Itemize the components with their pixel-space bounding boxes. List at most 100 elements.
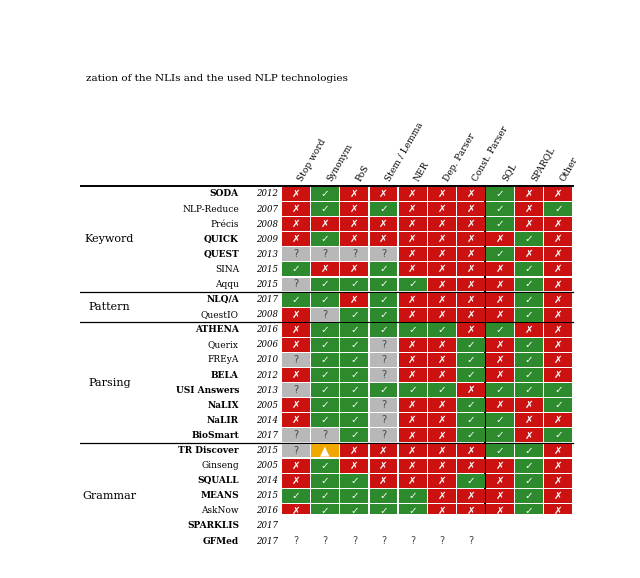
Text: ✗: ✗ bbox=[495, 355, 504, 365]
Text: ✓: ✓ bbox=[350, 400, 359, 410]
Text: ✗: ✗ bbox=[292, 461, 300, 470]
Bar bbox=[457, 292, 485, 306]
Bar bbox=[282, 353, 310, 367]
Bar bbox=[311, 504, 339, 518]
Text: ✗: ✗ bbox=[350, 521, 359, 531]
Bar bbox=[428, 187, 456, 201]
Text: ✓: ✓ bbox=[379, 264, 388, 275]
Text: ✓: ✓ bbox=[467, 476, 476, 486]
Text: ✗: ✗ bbox=[379, 219, 388, 229]
Bar bbox=[515, 504, 543, 518]
Text: ✗: ✗ bbox=[292, 219, 300, 229]
Bar bbox=[369, 489, 397, 503]
Text: ✗: ✗ bbox=[495, 491, 504, 501]
Bar bbox=[340, 504, 368, 518]
Text: 2007: 2007 bbox=[255, 205, 278, 213]
Text: ✗: ✗ bbox=[350, 264, 359, 275]
Bar bbox=[428, 202, 456, 216]
Text: ?: ? bbox=[381, 536, 386, 546]
Text: ✗: ✗ bbox=[495, 295, 504, 305]
Text: ✗: ✗ bbox=[379, 476, 388, 486]
Text: ✗: ✗ bbox=[292, 189, 300, 199]
Bar bbox=[282, 217, 310, 231]
Text: ?: ? bbox=[294, 431, 299, 440]
Bar bbox=[457, 338, 485, 352]
Text: SODA: SODA bbox=[210, 190, 239, 198]
Text: ✗: ✗ bbox=[437, 416, 446, 425]
Bar bbox=[282, 519, 310, 533]
Bar bbox=[369, 443, 397, 457]
Text: ?: ? bbox=[323, 536, 328, 546]
Text: QUICK: QUICK bbox=[204, 235, 239, 244]
Bar bbox=[457, 413, 485, 427]
Text: ✗: ✗ bbox=[292, 340, 300, 350]
Text: ✗: ✗ bbox=[554, 219, 563, 229]
Text: BioSmart: BioSmart bbox=[191, 431, 239, 440]
Text: ✗: ✗ bbox=[495, 521, 504, 531]
Text: ✗: ✗ bbox=[554, 355, 563, 365]
Text: ✓: ✓ bbox=[321, 355, 330, 365]
Bar bbox=[428, 459, 456, 473]
Bar bbox=[515, 292, 543, 306]
Text: ✓: ✓ bbox=[321, 385, 330, 395]
Text: ?: ? bbox=[294, 280, 299, 290]
Text: 2009: 2009 bbox=[255, 235, 278, 244]
Bar bbox=[311, 262, 339, 276]
Text: ?: ? bbox=[352, 536, 357, 546]
Bar bbox=[282, 338, 310, 352]
Text: ✓: ✓ bbox=[350, 491, 359, 501]
Text: ✓: ✓ bbox=[350, 355, 359, 365]
Bar bbox=[486, 504, 514, 518]
Bar bbox=[545, 519, 572, 533]
Bar bbox=[515, 443, 543, 457]
Text: ✗: ✗ bbox=[408, 476, 417, 486]
Bar bbox=[282, 247, 310, 261]
Text: ✗: ✗ bbox=[408, 446, 417, 455]
Bar bbox=[486, 217, 514, 231]
Bar bbox=[369, 232, 397, 246]
Text: ✗: ✗ bbox=[467, 249, 476, 260]
Text: ✗: ✗ bbox=[292, 204, 300, 214]
Bar bbox=[369, 519, 397, 533]
Text: ✓: ✓ bbox=[467, 431, 476, 440]
Text: ✗: ✗ bbox=[292, 416, 300, 425]
Bar bbox=[457, 398, 485, 412]
Bar bbox=[369, 277, 397, 291]
Bar bbox=[282, 474, 310, 488]
Text: NaLIX: NaLIX bbox=[207, 401, 239, 410]
Text: ?: ? bbox=[294, 385, 299, 395]
Text: ✓: ✓ bbox=[495, 325, 504, 335]
Text: ✗: ✗ bbox=[467, 310, 476, 320]
Text: ✗: ✗ bbox=[495, 506, 504, 516]
Text: ✓: ✓ bbox=[525, 280, 534, 290]
Text: 2017: 2017 bbox=[255, 521, 278, 531]
Bar bbox=[428, 474, 456, 488]
Text: SQUALL: SQUALL bbox=[197, 476, 239, 485]
Text: ✓: ✓ bbox=[350, 310, 359, 320]
Bar bbox=[457, 353, 485, 367]
Bar bbox=[545, 262, 572, 276]
Text: ✗: ✗ bbox=[467, 219, 476, 229]
Text: ✓: ✓ bbox=[495, 416, 504, 425]
Bar bbox=[340, 338, 368, 352]
Text: ✗: ✗ bbox=[554, 536, 563, 546]
Text: ?: ? bbox=[352, 249, 357, 260]
Text: ✗: ✗ bbox=[437, 295, 446, 305]
Bar bbox=[428, 383, 456, 397]
Text: Synonym: Synonym bbox=[325, 142, 354, 183]
Bar bbox=[457, 459, 485, 473]
Bar bbox=[399, 443, 427, 457]
Text: ✗: ✗ bbox=[437, 280, 446, 290]
Bar bbox=[545, 489, 572, 503]
Text: ✓: ✓ bbox=[525, 310, 534, 320]
Bar bbox=[457, 202, 485, 216]
Text: ✓: ✓ bbox=[525, 446, 534, 455]
Text: ✗: ✗ bbox=[292, 310, 300, 320]
Bar bbox=[428, 353, 456, 367]
Bar bbox=[486, 534, 514, 548]
Text: ✗: ✗ bbox=[408, 189, 417, 199]
Bar bbox=[369, 383, 397, 397]
Text: ✗: ✗ bbox=[525, 400, 534, 410]
Text: ✓: ✓ bbox=[408, 325, 417, 335]
Bar bbox=[428, 443, 456, 457]
